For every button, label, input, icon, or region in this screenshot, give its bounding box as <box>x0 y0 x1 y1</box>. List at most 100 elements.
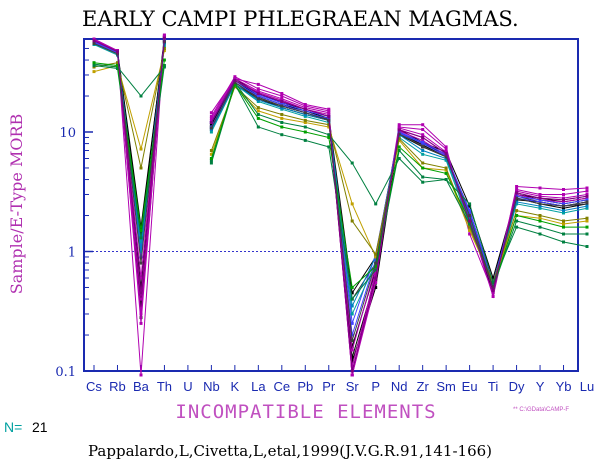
series-point <box>350 339 354 342</box>
series-line <box>210 81 588 301</box>
series-point <box>538 214 542 217</box>
series-point <box>233 78 237 82</box>
x-tick-label-u: U <box>183 379 192 394</box>
series-point <box>538 219 542 223</box>
series-point <box>139 240 143 244</box>
series-point <box>468 222 472 226</box>
series-point <box>350 202 354 206</box>
x-tick-label-ba: Ba <box>133 379 150 394</box>
series-point <box>256 97 260 101</box>
series-point <box>256 87 260 91</box>
series-point <box>303 104 307 108</box>
series-point <box>585 186 589 190</box>
series-point <box>562 222 565 226</box>
series-point <box>491 295 495 298</box>
series-point <box>374 276 378 280</box>
series-line <box>93 34 165 376</box>
series-point <box>327 111 331 115</box>
series-point <box>116 50 119 54</box>
series-point <box>92 64 96 67</box>
series-point <box>92 70 96 74</box>
series-point <box>562 196 565 200</box>
series-line <box>210 83 587 301</box>
series-point <box>162 64 166 67</box>
series-point <box>562 204 565 208</box>
series-point <box>421 128 425 131</box>
x-tick-label-cs: Cs <box>86 379 102 394</box>
series-point <box>491 291 495 295</box>
series-point <box>139 236 143 240</box>
series-point <box>562 219 565 223</box>
series-point <box>256 116 260 120</box>
series-point <box>515 189 519 193</box>
series-point <box>585 194 589 198</box>
series-point <box>585 202 589 206</box>
series-point <box>209 157 213 160</box>
series-point <box>139 250 143 253</box>
series-point <box>491 286 495 289</box>
series-point <box>421 149 425 152</box>
series-point <box>374 264 378 268</box>
x-tick-label-th: Th <box>157 379 172 394</box>
series-point <box>515 188 519 191</box>
series-point <box>585 200 589 204</box>
x-tick-label-yb: Yb <box>556 379 572 394</box>
series-line <box>210 81 588 284</box>
series-point <box>585 225 589 229</box>
series-point <box>538 232 542 236</box>
series-line <box>93 63 165 97</box>
series-point <box>350 304 354 308</box>
series-point <box>374 261 378 265</box>
series-point <box>562 198 565 202</box>
series-point <box>538 202 542 206</box>
series-point <box>139 147 143 151</box>
series-point <box>327 114 331 118</box>
series-point <box>116 61 119 65</box>
series-point <box>468 225 472 229</box>
series-point <box>139 321 143 325</box>
series-point <box>139 245 143 248</box>
series-point <box>303 138 307 142</box>
series-point <box>139 94 143 98</box>
y-tick-label: 1 <box>68 245 76 260</box>
series-point <box>280 107 284 111</box>
series-line <box>210 79 588 351</box>
series-point <box>280 106 284 110</box>
series-line <box>93 38 165 293</box>
series-point <box>562 232 565 236</box>
series-point <box>585 198 589 202</box>
series-point <box>280 100 284 103</box>
series-line <box>210 81 588 324</box>
series-point <box>139 373 143 377</box>
x-tick-label-sr: Sr <box>346 379 360 394</box>
series-point <box>139 297 143 301</box>
series-point <box>280 121 284 124</box>
series-point <box>233 77 237 81</box>
series-point <box>421 123 425 127</box>
series-point <box>562 225 565 229</box>
x-tick-label-k: K <box>231 379 240 394</box>
series-point <box>468 214 472 217</box>
series-point <box>538 193 542 196</box>
series-point <box>444 168 448 172</box>
series-point <box>562 188 565 191</box>
series-point <box>585 196 589 200</box>
series-point <box>562 209 565 213</box>
series-point <box>303 130 307 134</box>
series-line <box>210 78 588 376</box>
x-tick-label-y: Y <box>536 379 545 394</box>
x-tick-label-dy: Dy <box>509 379 525 394</box>
series-point <box>397 132 401 136</box>
series-point <box>139 255 143 259</box>
series-point <box>209 118 213 122</box>
series-point <box>139 291 143 295</box>
series-line <box>93 59 165 231</box>
series-point <box>280 116 284 120</box>
series-point <box>92 42 96 45</box>
series-point <box>421 136 425 139</box>
series-point <box>562 193 565 196</box>
series-point <box>421 152 425 156</box>
series-point <box>162 58 166 62</box>
series-point <box>515 214 519 217</box>
series-point <box>468 219 472 223</box>
